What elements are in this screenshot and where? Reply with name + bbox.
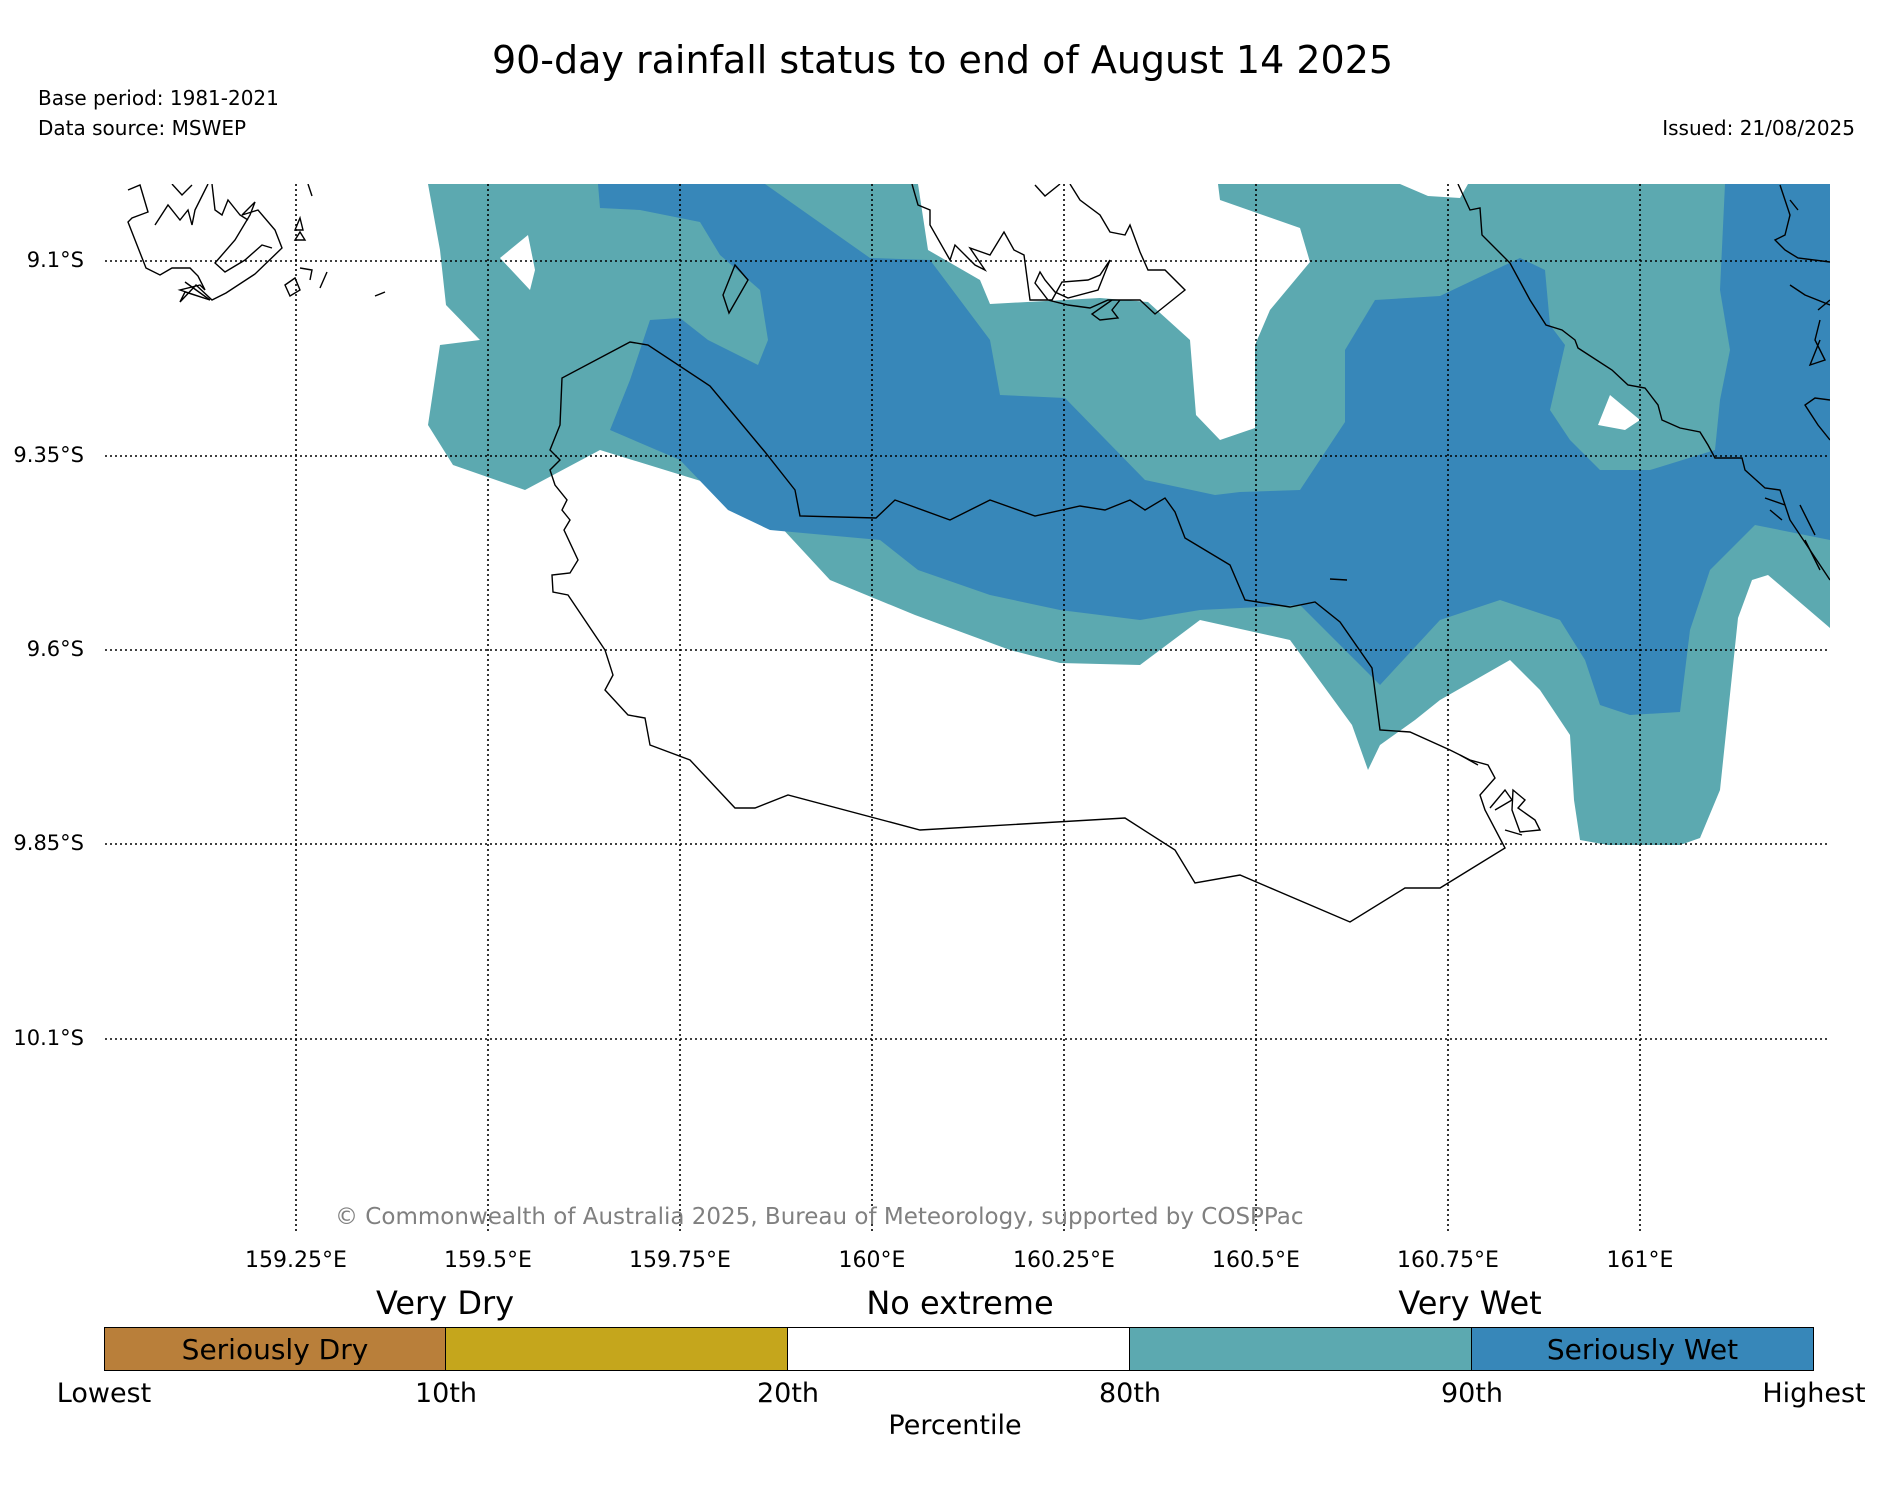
lon-label: 160.75°E — [1397, 1248, 1499, 1273]
lat-label: 9.35°S — [13, 443, 84, 467]
legend-swatch-seriously-dry: Seriously Dry — [104, 1327, 446, 1371]
legend-category-very-wet: Very Wet — [1398, 1284, 1542, 1322]
legend-tick-label: 20th — [756, 1378, 820, 1409]
legend-swatch-seriously-wet: Seriously Wet — [1472, 1327, 1814, 1371]
legend-tick-label: Highest — [1762, 1378, 1866, 1409]
legend-swatch-80th-90th — [1130, 1327, 1472, 1371]
legend-tick-label: 90th — [1440, 1378, 1504, 1409]
data-source-label: Data source: MSWEP — [38, 116, 247, 140]
lat-label: 9.1°S — [26, 248, 84, 272]
issued-date-label: Issued: 21/08/2025 — [1662, 116, 1855, 140]
legend-swatch-10th-20th — [446, 1327, 788, 1371]
legend-category-very-dry: Very Dry — [375, 1284, 515, 1322]
lon-label: 160.5°E — [1212, 1248, 1300, 1273]
legend-category-no-extreme: No extreme — [866, 1284, 1054, 1322]
legend-tick-label: 80th — [1098, 1378, 1162, 1409]
lon-label: 161°E — [1606, 1248, 1674, 1273]
map-title: 90-day rainfall status to end of August … — [491, 38, 1394, 82]
lon-label: 160.25°E — [1013, 1248, 1115, 1273]
lat-label: 9.6°S — [26, 637, 84, 661]
copyright-notice: © Commonwealth of Australia 2025, Bureau… — [335, 1204, 1304, 1230]
lon-label: 159.25°E — [245, 1248, 347, 1273]
lon-label: 159.75°E — [629, 1248, 731, 1273]
base-period-label: Base period: 1981-2021 — [38, 86, 279, 110]
lon-label: 159.5°E — [444, 1248, 532, 1273]
legend-tick-label: Lowest — [56, 1378, 152, 1409]
lat-label: 9.85°S — [13, 831, 84, 855]
legend-axis-label: Percentile — [888, 1410, 1022, 1441]
coastline-lines — [127, 184, 1830, 923]
lat-label: 10.1°S — [13, 1026, 84, 1050]
lon-label: 160°E — [838, 1248, 906, 1273]
legend-tick-label: 10th — [414, 1378, 478, 1409]
wet-90-plus-region — [598, 184, 1830, 715]
graticule-lines — [105, 184, 1830, 1234]
legend-swatch-no-extreme — [788, 1327, 1130, 1371]
